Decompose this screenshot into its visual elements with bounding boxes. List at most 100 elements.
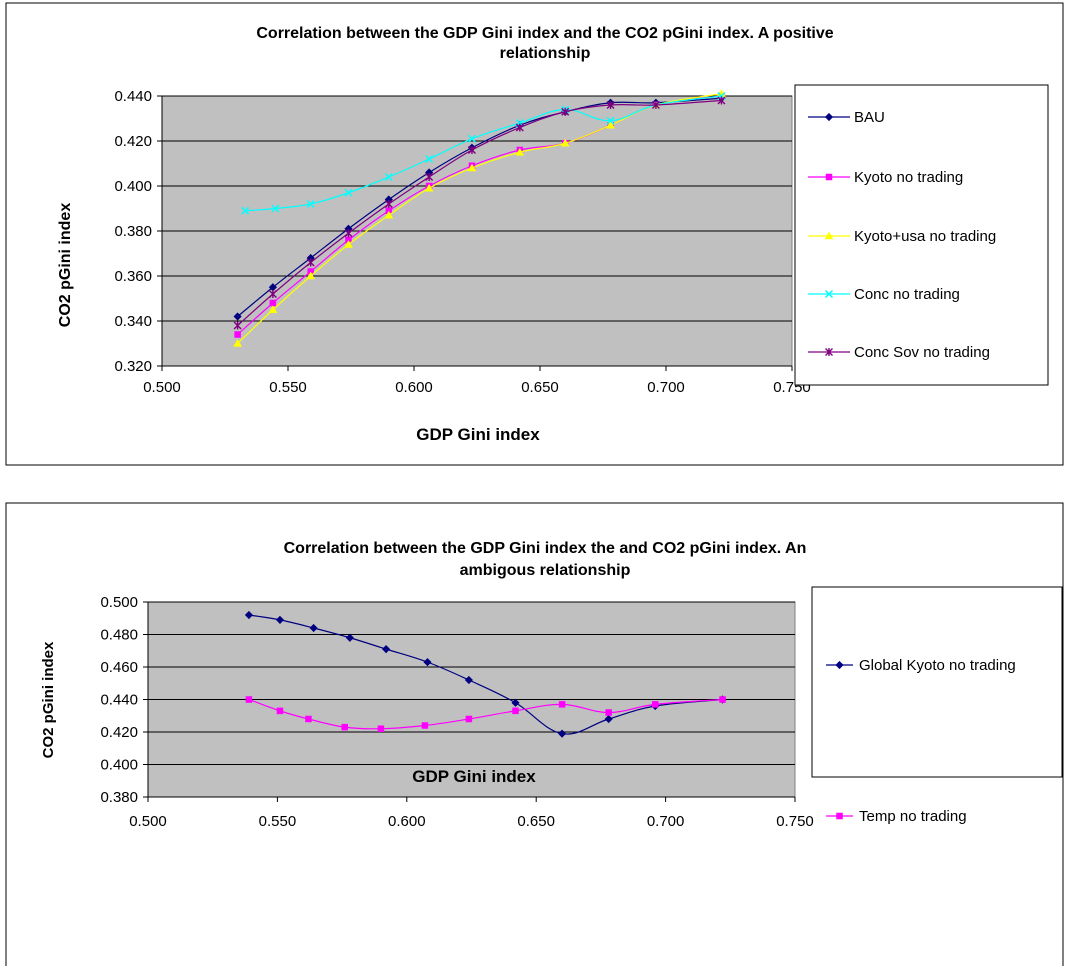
data-point [467,134,476,143]
data-point [605,709,612,716]
data-point [345,633,354,642]
legend-marker [835,660,844,670]
x-tick-label: 0.550 [269,379,307,396]
legend-marker [824,112,834,122]
data-point [309,623,318,633]
x-tick-label: 0.600 [388,813,426,830]
data-point [271,204,280,213]
x-tick-label: 0.600 [395,379,433,396]
chart-2-svg: Correlation between the GDP Gini index t… [5,502,1064,971]
chart-1: Correlation between the GDP Gini index a… [0,0,1070,470]
data-point [234,331,241,338]
y-tick-label: 0.360 [114,268,152,285]
y-tick-label: 0.500 [100,594,138,611]
legend-label: Kyoto+usa no trading [854,228,996,245]
data-point [606,116,615,125]
x-tick-label: 0.550 [259,813,297,830]
y-tick-label: 0.340 [114,313,152,330]
data-point [424,183,434,192]
data-point [233,312,242,321]
data-point [464,675,473,685]
x-tick-label: 0.650 [521,379,559,396]
data-point [384,210,394,219]
data-point [717,96,726,105]
legend-marker [836,812,843,820]
legend-marker [825,348,833,356]
data-point [651,101,660,109]
chart-2-legend [811,586,1063,778]
data-point [341,723,348,731]
legend-label: Conc no trading [854,286,960,303]
y-tick-label: 0.400 [100,757,138,774]
chart-2-title-line2: ambigous relationship [460,562,631,579]
legend-label: Global Kyoto no trading [859,657,1016,674]
y-tick-label: 0.420 [114,133,152,150]
x-tick-label: 0.700 [647,813,685,830]
legend-marker [825,173,833,181]
data-point [512,707,519,715]
data-point [269,299,277,307]
data-point [465,715,473,723]
chart-2-plot-area: 0.380 0.400 0.420 0.440 0.460 0.480 0.500 0.500… [100,594,813,830]
data-point [377,725,385,732]
legend-label: Temp no trading [859,808,967,825]
x-tick-label: 0.650 [517,813,555,830]
y-tick-label: 0.420 [100,724,138,741]
data-point [651,701,659,708]
chart-2-title-line1: Correlation between the GDP Gini index t… [284,540,807,557]
data-point [423,658,432,667]
y-tick-label: 0.380 [100,789,138,806]
data-point [511,698,520,707]
data-point [384,200,393,208]
data-point [558,701,566,708]
legend-label: BAU [854,109,885,126]
data-point [604,714,613,724]
data-point [233,338,243,347]
chart-2-legend-items: Global Kyoto no trading Temp no trading [826,657,1016,825]
chart-2-y-axis-label: CO2 pGini index [40,641,57,758]
x-tick-label: 0.750 [776,813,814,830]
data-point [558,729,567,738]
x-tick-label: 0.500 [129,813,167,830]
chart-2: Correlation between the GDP Gini index t… [0,500,1070,971]
y-tick-label: 0.460 [100,659,138,676]
data-point [467,146,476,154]
legend-label: Conc Sov no trading [854,344,990,361]
data-point [467,163,477,172]
y-tick-label: 0.380 [114,223,152,240]
data-point [719,696,726,703]
chart-1-svg: Correlation between the GDP Gini index a… [5,2,1064,466]
y-tick-label: 0.440 [114,88,152,105]
chart-1-title-line2: relationship [500,45,591,62]
data-point [515,147,525,156]
chart-1-legend-items: BAU Kyoto no trading Kyoto+usa no trading C… [808,109,996,361]
data-point [241,206,250,215]
data-point [384,172,393,182]
chart-1-legend [794,84,1049,386]
data-point [606,120,615,129]
data-point [306,258,315,267]
data-point [606,101,615,109]
data-point [276,707,284,715]
data-point [306,271,316,280]
data-point [425,173,434,181]
data-point [268,290,277,298]
chart-1-title-line1: Correlation between the GDP Gini index a… [256,25,833,42]
legend-marker [824,289,834,299]
y-tick-label: 0.400 [114,178,152,195]
data-point [306,199,315,209]
chart-1-y-axis-label: CO2 pGini index [57,203,74,328]
data-point [344,239,353,248]
x-tick-label: 0.700 [647,379,685,396]
data-point [561,107,570,116]
data-point [344,188,353,197]
data-point [275,615,285,624]
data-point [233,321,242,330]
legend-label: Kyoto no trading [854,169,963,186]
legend-marker [824,231,834,240]
data-point [560,138,570,147]
data-point [244,610,253,620]
series-line [245,95,722,212]
data-point [421,722,429,729]
data-point [268,305,278,313]
